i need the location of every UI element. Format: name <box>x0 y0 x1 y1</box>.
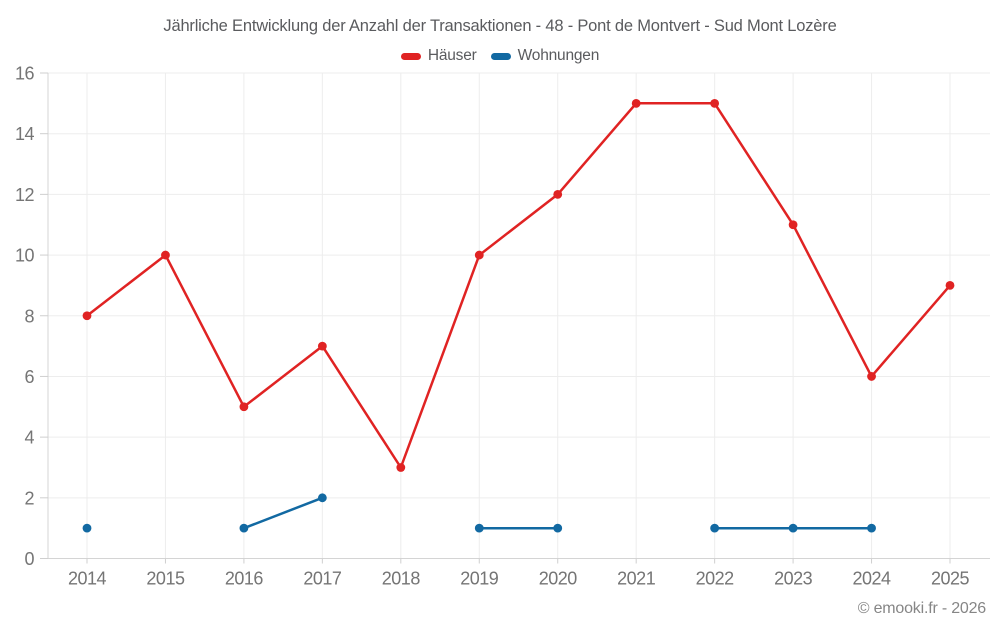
x-axis-tick-label: 2024 <box>853 569 892 589</box>
data-point[interactable] <box>82 523 92 533</box>
y-axis-tick-label: 2 <box>24 488 34 508</box>
data-point[interactable] <box>788 220 798 230</box>
x-axis-tick-label: 2015 <box>146 569 185 589</box>
legend-label-hauser: Häuser <box>427 47 477 64</box>
legend-item-wohnungen[interactable]: Wohnungen <box>490 47 600 65</box>
gridlines <box>48 72 990 559</box>
data-point[interactable] <box>317 341 327 351</box>
data-point[interactable] <box>553 523 563 533</box>
x-axis-tick-label: 2017 <box>303 569 342 589</box>
x-axis-tick-label: 2016 <box>225 569 264 589</box>
copyright-text: © emooki.fr - 2026 <box>857 600 986 617</box>
y-axis-labels: 0 2 4 6 8 10 12 14 16 <box>15 64 35 570</box>
y-axis-tick-label: 4 <box>24 428 34 448</box>
legend-item-hauser[interactable]: Häuser <box>400 47 477 65</box>
x-axis-tick-label: 2025 <box>931 569 970 589</box>
x-axis-tick-label: 2014 <box>68 569 107 589</box>
x-axis-labels: 2014 2015 2016 2017 2018 2019 2020 2021 2022 2023… <box>68 569 970 589</box>
y-axis-tick-label: 8 <box>24 306 34 326</box>
data-point[interactable] <box>239 402 249 412</box>
data-point[interactable] <box>396 463 406 472</box>
y-axis-tick-label: 0 <box>24 549 34 569</box>
data-point[interactable] <box>788 523 798 533</box>
data-point[interactable] <box>553 189 563 199</box>
data-point[interactable] <box>867 372 876 381</box>
chart-legend: Häuser Wohnungen <box>0 47 1000 65</box>
y-axis-tick-label: 12 <box>15 185 35 205</box>
x-axis-tick-label: 2022 <box>696 569 735 589</box>
data-point[interactable] <box>474 250 484 260</box>
data-point[interactable] <box>474 523 484 533</box>
chart-title: Jährliche Entwicklung der Anzahl der Tra… <box>163 17 837 35</box>
data-point[interactable] <box>710 98 720 108</box>
data-point[interactable] <box>82 311 92 321</box>
data-point[interactable] <box>867 523 876 533</box>
data-point[interactable] <box>161 250 170 260</box>
series-wohnungen <box>82 493 876 533</box>
x-axis-tick-label: 2018 <box>382 569 421 589</box>
legend-swatch-wohnungen-icon <box>490 52 511 60</box>
y-axis-tick-label: 10 <box>15 246 35 266</box>
legend-label-wohnungen: Wohnungen <box>517 47 600 64</box>
axes <box>40 72 990 564</box>
x-axis-tick-label: 2021 <box>617 569 656 589</box>
legend-swatch-hauser-icon <box>400 52 421 60</box>
series-häuser <box>82 98 955 472</box>
data-point[interactable] <box>945 281 955 290</box>
x-axis-tick-label: 2020 <box>539 569 578 589</box>
x-axis-tick-label: 2019 <box>460 569 499 589</box>
data-point[interactable] <box>317 493 327 503</box>
x-axis-tick-label: 2023 <box>774 569 813 589</box>
data-point[interactable] <box>710 523 720 533</box>
data-point[interactable] <box>239 523 249 533</box>
y-axis-tick-label: 6 <box>24 367 34 387</box>
y-axis-tick-label: 14 <box>15 124 35 144</box>
y-axis-tick-label: 16 <box>15 64 35 84</box>
data-point[interactable] <box>631 98 641 108</box>
